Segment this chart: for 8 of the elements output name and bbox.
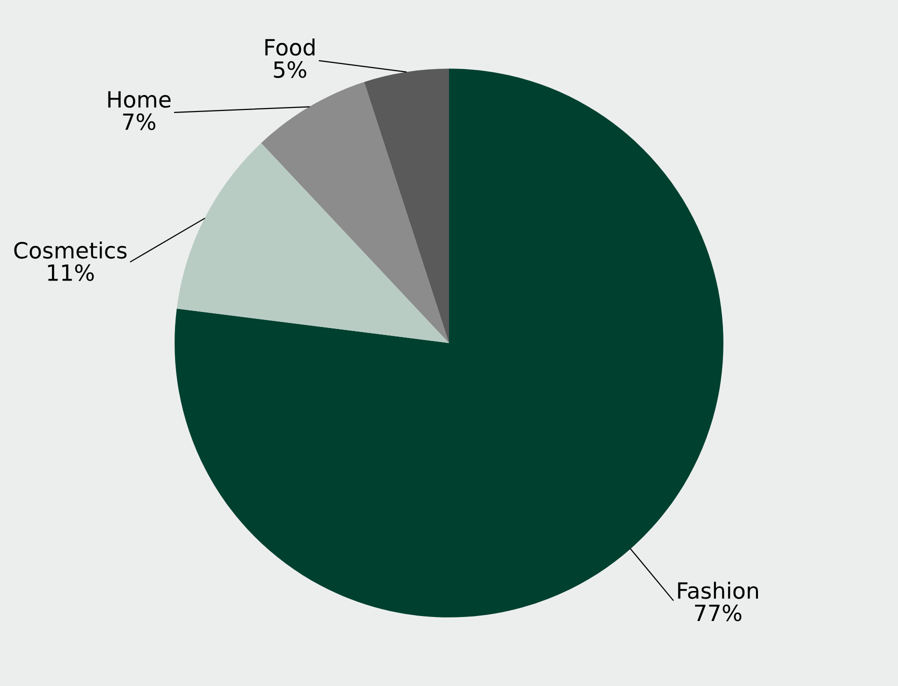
slice-label: Fashion: [678, 582, 758, 599]
data-label: 11%: [48, 264, 94, 282]
slice-label: Food: [265, 38, 314, 56]
data-label: 77%: [695, 604, 742, 622]
data-label: 7%: [123, 113, 156, 130]
data-label: 5%: [274, 61, 306, 78]
slice-label: Cosmetics: [14, 241, 127, 259]
slice-label: Home: [108, 91, 171, 108]
